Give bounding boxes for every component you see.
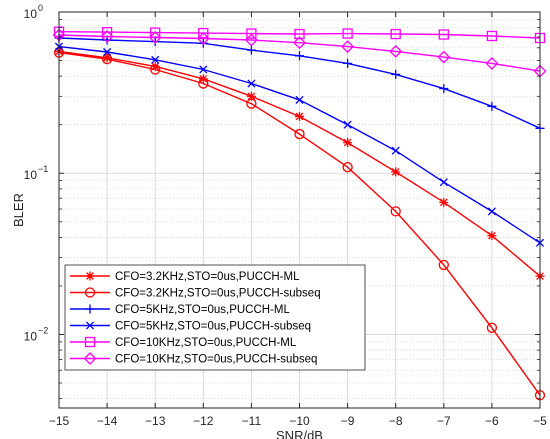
axis-ticks: [58, 11, 541, 408]
data-point: [389, 44, 403, 58]
legend-label: CFO=10KHz,STO=0us,PUCCH-subseq: [115, 354, 317, 366]
data-point: [485, 56, 499, 70]
data-point: [343, 120, 352, 129]
legend-label: CFO=3.2KHz,STO=0us,PUCCH-subseq: [115, 288, 321, 300]
data-point: [151, 55, 160, 64]
data-point: [102, 53, 112, 63]
data-point: [391, 146, 400, 155]
x-tick-label: −8: [389, 414, 403, 428]
data-point: [246, 98, 257, 109]
x-tick-label: −12: [193, 414, 214, 428]
x-tick-label: −7: [437, 414, 451, 428]
legend: CFO=3.2KHz,STO=0us,PUCCH-ML CFO=3.2KHz,ST…: [64, 264, 366, 371]
x-tick-label: −13: [145, 414, 166, 428]
data-point: [487, 231, 497, 241]
data-point: [199, 65, 208, 74]
data-point: [439, 197, 449, 207]
x-axis-label: SNR/dB: [276, 428, 323, 439]
data-point: [148, 31, 162, 44]
data-point: [342, 28, 353, 39]
legend-entry: CFO=3.2KHz,STO=0us,PUCCH-subseq: [70, 287, 321, 300]
legend-label: CFO=5KHz,STO=0us,PUCCH-ML: [115, 304, 290, 316]
y-tick-label: 10: [24, 329, 38, 343]
data-point: [439, 84, 449, 94]
data-point: [438, 29, 449, 40]
y-tick-label: 10: [24, 168, 38, 182]
data-point: [100, 30, 114, 43]
data-point: [294, 28, 305, 40]
x-tick-label: −14: [97, 414, 118, 428]
x-tick-label: −10: [289, 414, 310, 428]
data-point: [391, 69, 401, 79]
series-line: [58, 31, 541, 39]
data-point: [150, 64, 161, 75]
legend-box: [64, 264, 366, 371]
y-tick-exponent: −1: [38, 164, 48, 174]
y-tick-exponent: −2: [38, 325, 48, 335]
data-point: [487, 101, 497, 111]
y-axis-label: BLER: [11, 193, 26, 227]
y-tick-exponent: 0: [38, 3, 43, 13]
legend-label: CFO=3.2KHz,STO=0us,PUCCH-ML: [115, 271, 300, 283]
data-point: [391, 167, 401, 177]
legend-marker: [85, 304, 95, 314]
legend-entry: CFO=3.2KHz,STO=0us,PUCCH-ML: [70, 271, 300, 283]
data-point: [341, 40, 355, 54]
x-tick-label: −11: [242, 414, 262, 428]
data-point: [246, 45, 256, 55]
x-tick-label: −5: [533, 414, 547, 428]
data-point: [439, 178, 448, 187]
data-point: [198, 78, 209, 89]
data-point: [246, 91, 256, 101]
series-line: [58, 34, 541, 72]
data-point: [486, 30, 498, 42]
legend-marker: [83, 352, 97, 365]
legend-entry: CFO=5KHz,STO=0us,PUCCH-ML: [70, 304, 290, 316]
data-point: [295, 95, 304, 104]
data-point: [294, 128, 305, 140]
legend-entry: CFO=10KHz,STO=0us,PUCCH-ML: [70, 336, 297, 349]
legend-marker: [85, 321, 95, 330]
data-point: [247, 79, 256, 88]
data-point: [103, 47, 112, 57]
legend-marker: [84, 287, 96, 298]
data-point: [196, 32, 210, 45]
legend-label: CFO=10KHz,STO=0us,PUCCH-ML: [115, 337, 297, 349]
series-6: [52, 28, 547, 78]
data-point: [342, 162, 353, 173]
data-point: [295, 111, 304, 121]
data-point: [150, 37, 160, 47]
x-tick-labels: −15 −14 −13 −12 −11 −10 −9 −8 −7 −6 −5: [49, 414, 547, 428]
legend-entry: CFO=5KHz,STO=0us,PUCCH-subseq: [70, 321, 311, 333]
data-point: [198, 27, 209, 39]
data-point: [487, 207, 496, 216]
y-tick-label: 10: [24, 7, 38, 21]
data-point: [295, 51, 304, 61]
data-point: [390, 28, 401, 40]
x-tick-label: −6: [485, 414, 499, 428]
data-point: [246, 28, 257, 39]
series-layer: [52, 26, 547, 401]
legend-entry: CFO=10KHz,STO=0us,PUCCH-subseq: [70, 352, 317, 366]
data-point: [244, 33, 258, 47]
data-point: [390, 206, 401, 217]
data-point: [343, 58, 353, 68]
x-tick-label: −15: [49, 414, 70, 428]
data-point: [101, 54, 113, 65]
series-line: [58, 51, 541, 396]
data-point: [438, 259, 449, 271]
data-point: [486, 322, 498, 333]
x-tick-label: −9: [341, 414, 355, 428]
data-point: [293, 36, 306, 50]
legend-marker: [85, 271, 95, 281]
data-point: [343, 138, 353, 148]
data-point: [437, 50, 451, 64]
legend-label: CFO=5KHz,STO=0us,PUCCH-subseq: [115, 321, 311, 333]
data-point: [150, 61, 160, 71]
legend-marker: [84, 336, 96, 348]
